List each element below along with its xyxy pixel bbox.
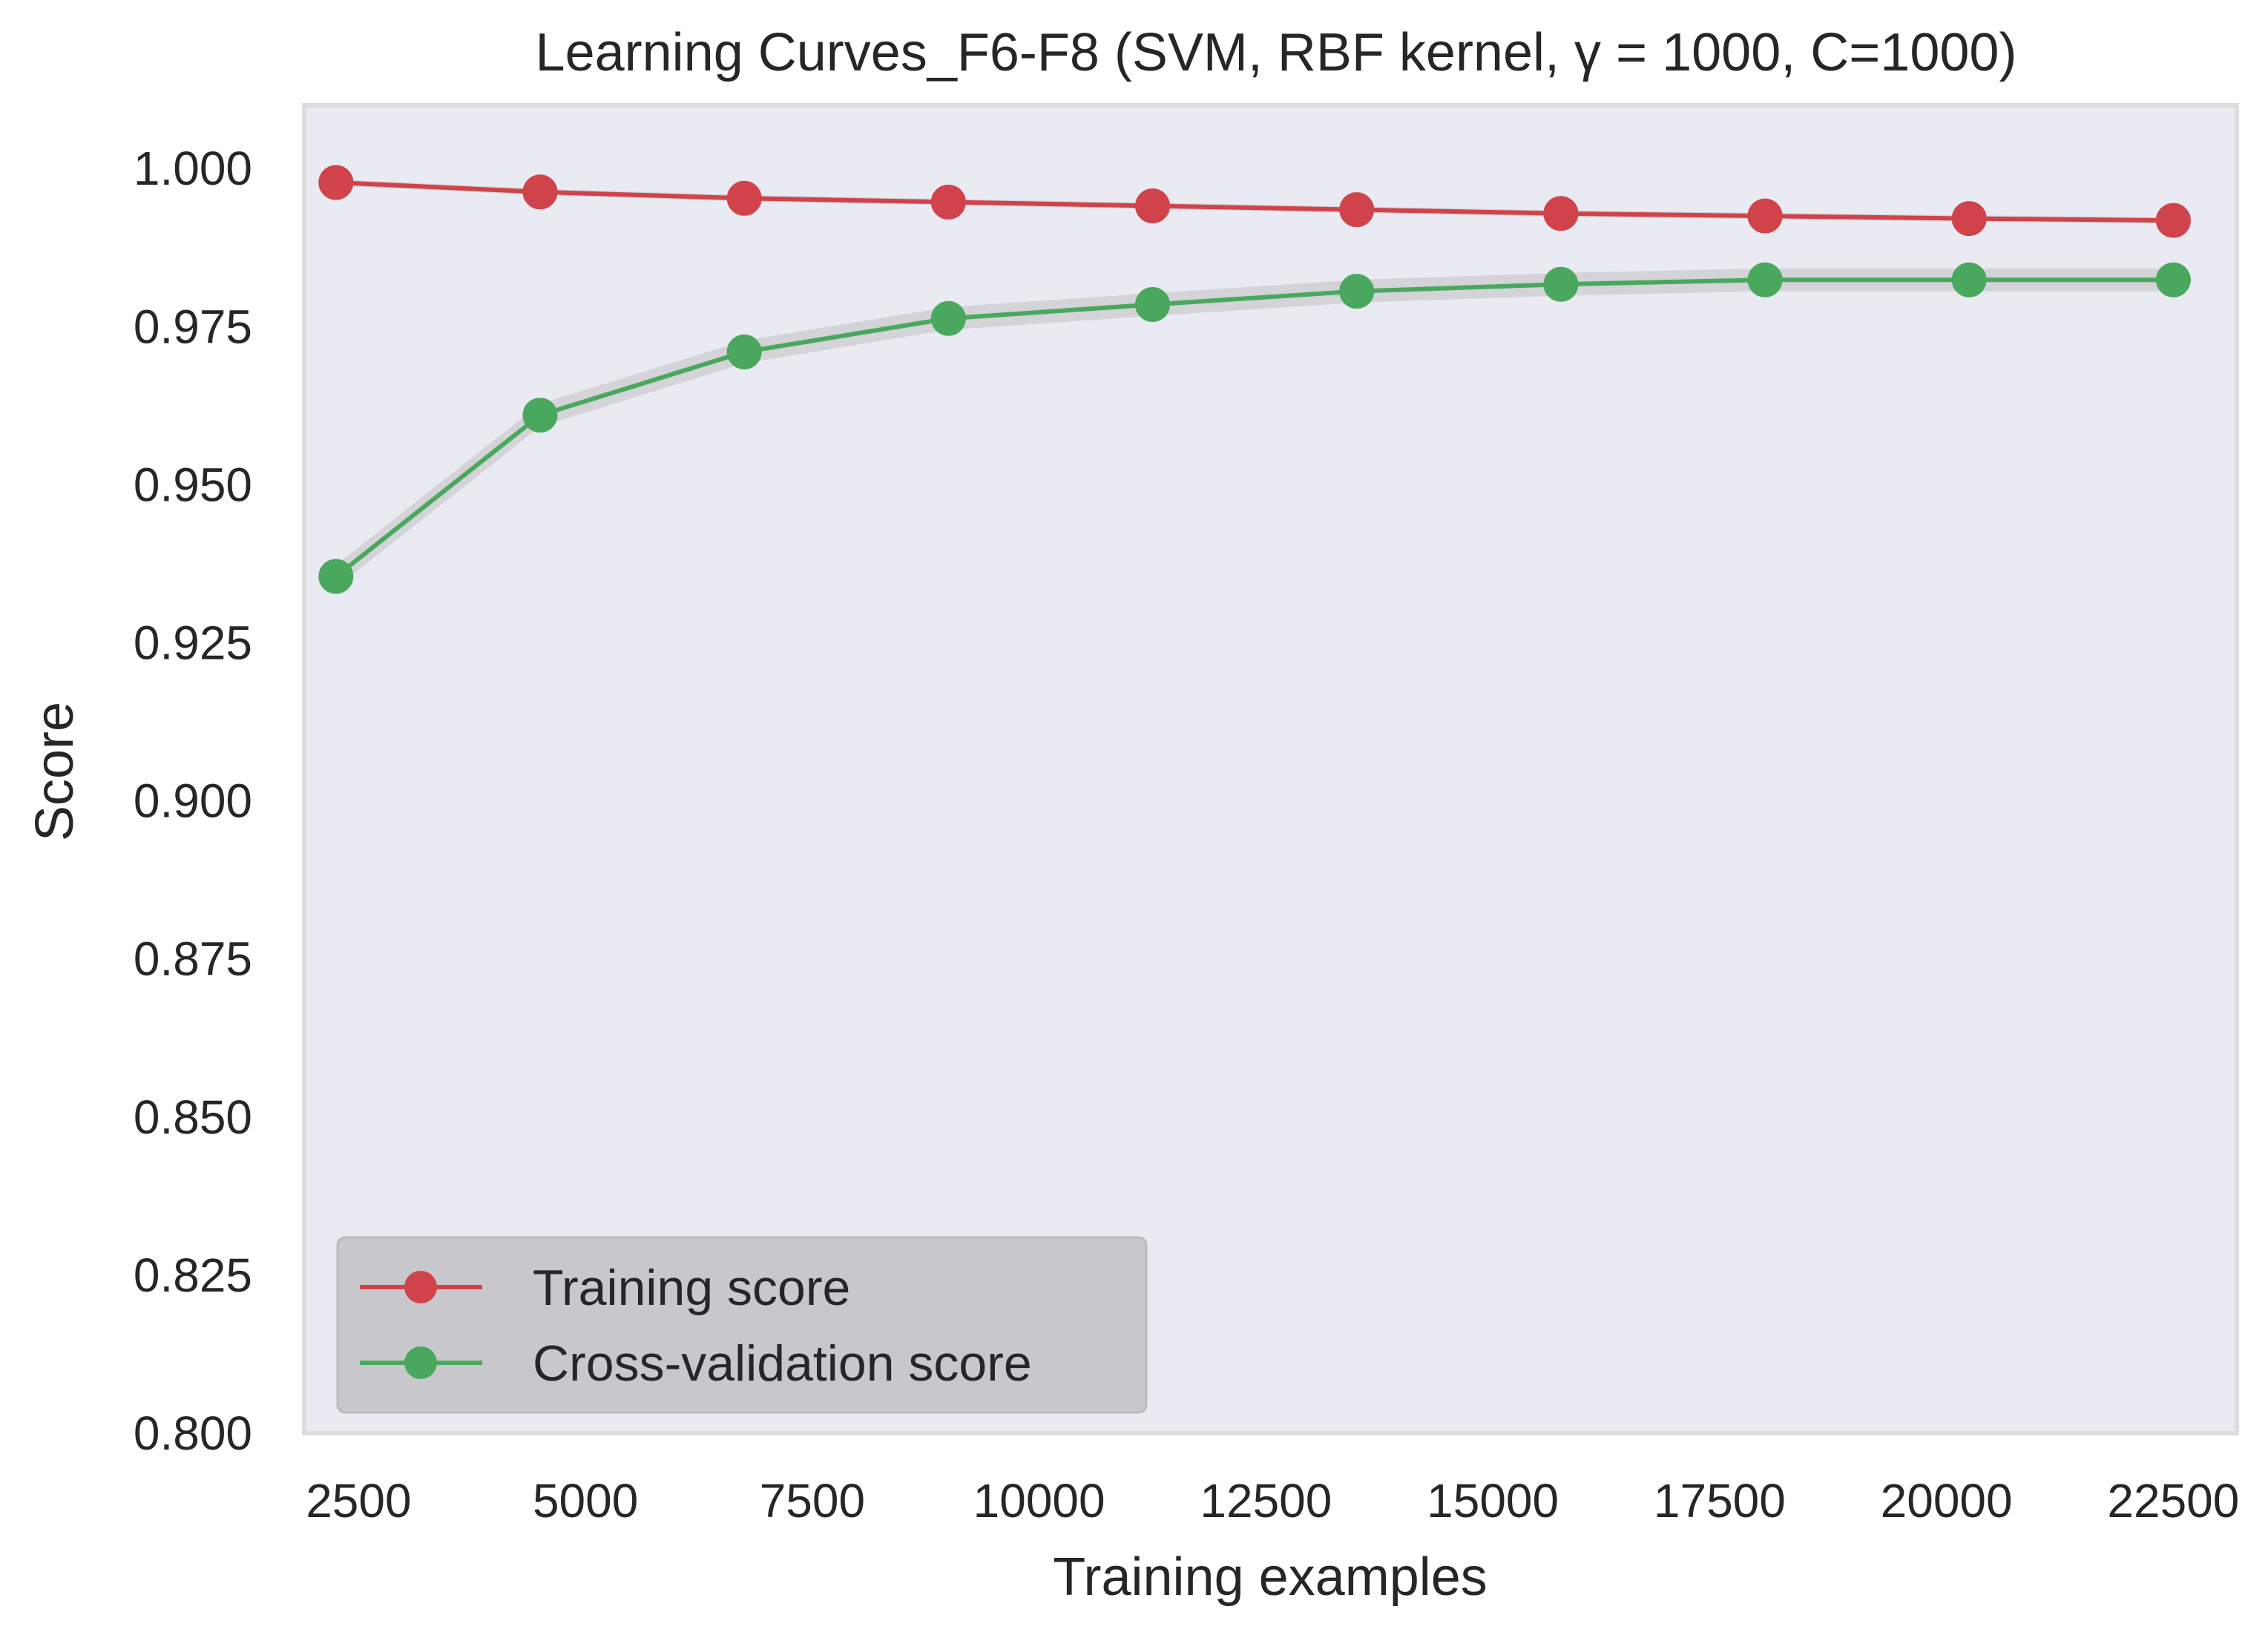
confidence-band xyxy=(335,179,2174,224)
legend: Training score Cross-validation score xyxy=(336,1236,1148,1414)
legend-marker xyxy=(404,1346,437,1379)
legend-label: Training score xyxy=(533,1260,850,1316)
data-point xyxy=(2155,203,2191,238)
data-point xyxy=(726,334,762,369)
plot-frame xyxy=(302,103,2239,1435)
series-line xyxy=(335,180,2174,223)
y-tick-label: 0.800 xyxy=(134,1407,252,1460)
series-line xyxy=(334,277,2174,579)
legend-label: Cross-validation score xyxy=(533,1335,1032,1392)
x-tick-label: 10000 xyxy=(973,1474,1105,1527)
data-point xyxy=(1951,262,1987,297)
series-cross-validation xyxy=(318,262,2191,594)
data-point xyxy=(1543,266,1579,302)
data-point xyxy=(1747,198,1783,234)
data-point xyxy=(318,559,354,594)
x-axis-label: Training examples xyxy=(1053,1547,1488,1607)
data-point xyxy=(318,165,354,200)
y-tick-label: 0.925 xyxy=(134,616,252,670)
x-tick-label: 20000 xyxy=(1881,1474,2013,1527)
x-tick-label: 2500 xyxy=(306,1474,411,1527)
chart-title: Learning Curves_F6-F8 (SVM, RBF kernel, … xyxy=(536,23,2017,82)
legend-entry: Cross-validation score xyxy=(360,1335,1032,1392)
data-point xyxy=(522,174,558,210)
y-axis-ticks: 0.800 0.825 0.850 0.875 0.900 0.925 0.950 0.975… xyxy=(134,142,252,1460)
legend-box xyxy=(336,1236,1148,1414)
series-training xyxy=(318,165,2191,238)
data-point xyxy=(1747,262,1783,297)
x-tick-label: 22500 xyxy=(2107,1474,2239,1527)
data-point xyxy=(1339,274,1375,309)
legend-entry: Training score xyxy=(360,1260,850,1316)
y-tick-label: 0.875 xyxy=(134,933,252,986)
y-tick-label: 0.850 xyxy=(134,1091,252,1144)
data-point xyxy=(726,180,762,216)
y-tick-label: 1.000 xyxy=(134,142,252,195)
y-tick-label: 0.825 xyxy=(134,1249,252,1302)
confidence-band xyxy=(335,268,2174,588)
x-tick-label: 12500 xyxy=(1200,1474,1332,1527)
x-tick-label: 17500 xyxy=(1654,1474,1786,1527)
data-point xyxy=(930,300,966,336)
data-point xyxy=(1339,192,1375,228)
x-tick-label: 7500 xyxy=(760,1474,865,1527)
data-point xyxy=(930,184,966,220)
series-layer xyxy=(318,165,2191,594)
data-point xyxy=(2155,262,2191,297)
data-point xyxy=(1543,196,1579,231)
x-axis-ticks: 2500 5000 7500 10000 12500 15000 17500 20000 225… xyxy=(306,1474,2239,1527)
y-tick-label: 0.975 xyxy=(134,300,252,353)
x-tick-label: 15000 xyxy=(1427,1474,1559,1527)
legend-marker xyxy=(404,1271,437,1303)
data-point xyxy=(1951,201,1987,237)
y-tick-label: 0.950 xyxy=(134,458,252,511)
data-point xyxy=(1135,287,1171,322)
y-tick-label: 0.900 xyxy=(134,774,252,828)
data-point xyxy=(522,398,558,433)
x-tick-label: 5000 xyxy=(533,1474,638,1527)
y-axis-label: Score xyxy=(25,702,85,841)
data-point xyxy=(1135,188,1171,224)
